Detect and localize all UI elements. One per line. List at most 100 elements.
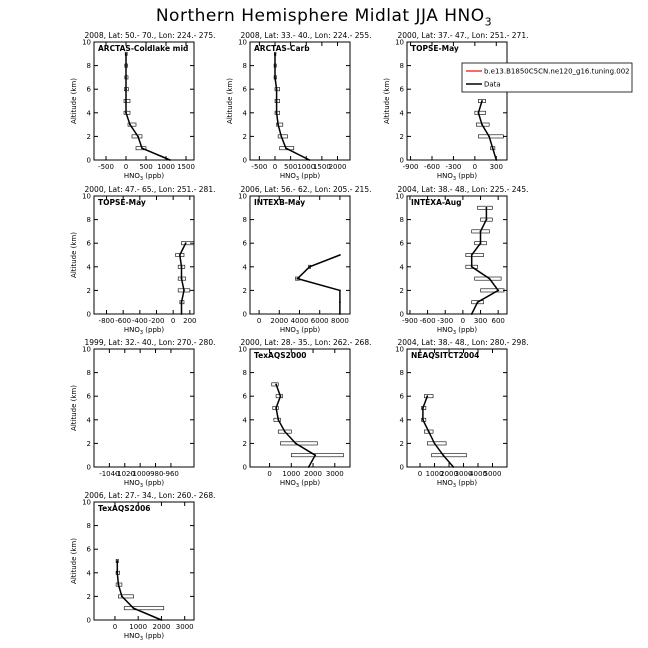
- data-line: [296, 254, 341, 314]
- data-point: [470, 265, 473, 268]
- campaign-label: ARCTAS-Carb: [254, 44, 310, 53]
- panel-header: 2000, Lat: 37.- 47., Lon: 251.- 271.: [398, 31, 529, 40]
- y-tick-label: 2: [400, 133, 404, 141]
- error-bar: [272, 406, 279, 410]
- panel-frame: [249, 348, 351, 468]
- x-axis-label: HNO3 (ppb): [280, 479, 320, 489]
- data-point: [294, 442, 297, 445]
- x-tick-label: -900: [402, 317, 418, 325]
- y-tick-label: 2: [243, 440, 247, 448]
- data-point: [314, 454, 317, 457]
- data-point: [338, 289, 341, 292]
- y-tick-label: 8: [87, 522, 91, 530]
- x-axis-label: HNO3 (ppb): [437, 172, 477, 182]
- y-tick-label: 8: [243, 62, 247, 70]
- y-tick-label: 4: [243, 263, 248, 271]
- panel-frame: [249, 195, 351, 315]
- y-tick-label: 8: [243, 369, 247, 377]
- data-point: [470, 313, 473, 315]
- x-tick-label: 2000: [329, 163, 347, 171]
- data-point: [338, 313, 341, 315]
- page-title-text: Northern Hemisphere Midlat JJA HNO: [155, 6, 485, 26]
- data-point: [481, 123, 483, 126]
- legend-data-label: Data: [484, 81, 501, 89]
- y-tick-label: 0: [243, 157, 247, 165]
- data-point: [491, 147, 494, 150]
- data-point: [180, 313, 183, 315]
- error-bar: [127, 122, 137, 127]
- x-tick-label: 1500: [313, 163, 331, 171]
- x-tick-label: 3000: [176, 623, 194, 631]
- data-line: [116, 561, 162, 621]
- data-point: [183, 289, 185, 292]
- y-tick-label: 4: [87, 569, 92, 577]
- x-tick-label: 0: [273, 163, 277, 171]
- panel-frame: [406, 195, 508, 315]
- x-axis-label: HNO3 (ppb): [124, 326, 164, 336]
- data-point: [433, 442, 436, 445]
- legend-model-label: b.e13.B1850C5CN.ne120_g16.tuning.002: [484, 68, 630, 76]
- y-tick-label: 8: [400, 62, 404, 70]
- error-bar: [431, 453, 467, 458]
- error-bar: [279, 146, 295, 151]
- data-line: [422, 395, 454, 468]
- y-axis-label: Altitude (km): [226, 78, 234, 124]
- data-point: [178, 254, 181, 256]
- data-point: [274, 52, 276, 55]
- y-tick-label: 8: [400, 216, 404, 224]
- data-point: [116, 571, 119, 574]
- panel-header: 2008, Lat: 33.- 40., Lon: 224.- 255.: [241, 31, 372, 40]
- data-point: [125, 100, 127, 102]
- panel-frame: [93, 501, 195, 621]
- x-tick-label: 0: [113, 623, 117, 631]
- campaign-label: TexAQS2000: [254, 351, 307, 360]
- x-tick-label: -400: [132, 317, 148, 325]
- data-point: [274, 64, 276, 67]
- y-tick-label: 6: [400, 86, 405, 94]
- y-tick-label: 8: [87, 369, 91, 377]
- x-tick-label: -600: [420, 317, 436, 325]
- data-point: [280, 135, 283, 138]
- data-point: [277, 418, 280, 421]
- x-tick-label: 0: [124, 163, 128, 171]
- x-tick-label: -500: [251, 163, 267, 171]
- x-tick-label: 300: [490, 163, 503, 171]
- x-tick-label: -300: [445, 163, 461, 171]
- y-tick-label: 0: [87, 311, 91, 319]
- y-tick-label: 0: [243, 464, 247, 472]
- data-point: [477, 111, 480, 114]
- x-tick-label: -960: [163, 470, 179, 478]
- data-line: [275, 384, 317, 468]
- y-tick-label: 6: [87, 240, 92, 248]
- x-tick-label: 1000: [129, 623, 147, 631]
- x-axis-label: HNO3 (ppb): [124, 172, 164, 182]
- y-tick-label: 10: [82, 193, 91, 201]
- panel-header: 2000, Lat: 47.- 65., Lon: 251.- 281.: [85, 185, 216, 194]
- data-point: [296, 277, 299, 280]
- data-point: [308, 159, 311, 161]
- data-point: [338, 301, 341, 304]
- x-tick-label: -200: [149, 317, 165, 325]
- x-tick-label: 0: [257, 317, 261, 325]
- data-point: [277, 123, 280, 126]
- x-tick-label: -1040: [99, 470, 119, 478]
- y-tick-label: 2: [400, 440, 404, 448]
- data-line: [477, 100, 498, 161]
- x-tick-label: -900: [403, 163, 419, 171]
- campaign-label: NEAQSITCT2004: [411, 351, 479, 360]
- y-tick-label: 0: [87, 464, 91, 472]
- x-tick-label: 2000: [153, 623, 171, 631]
- panel-header: 2006, Lat: 27.- 34., Lon: 260.- 268.: [85, 491, 216, 500]
- data-point: [485, 206, 488, 209]
- error-bar: [426, 441, 447, 446]
- x-tick-label: -1020: [115, 470, 135, 478]
- y-tick-label: 6: [87, 86, 92, 94]
- campaign-label: TOPSE-May: [98, 198, 146, 207]
- data-point: [427, 430, 430, 433]
- y-tick-label: 10: [82, 499, 91, 507]
- error-bar: [465, 253, 484, 257]
- data-point: [442, 454, 445, 457]
- x-tick-label: 6000: [311, 317, 329, 325]
- data-point: [283, 430, 286, 433]
